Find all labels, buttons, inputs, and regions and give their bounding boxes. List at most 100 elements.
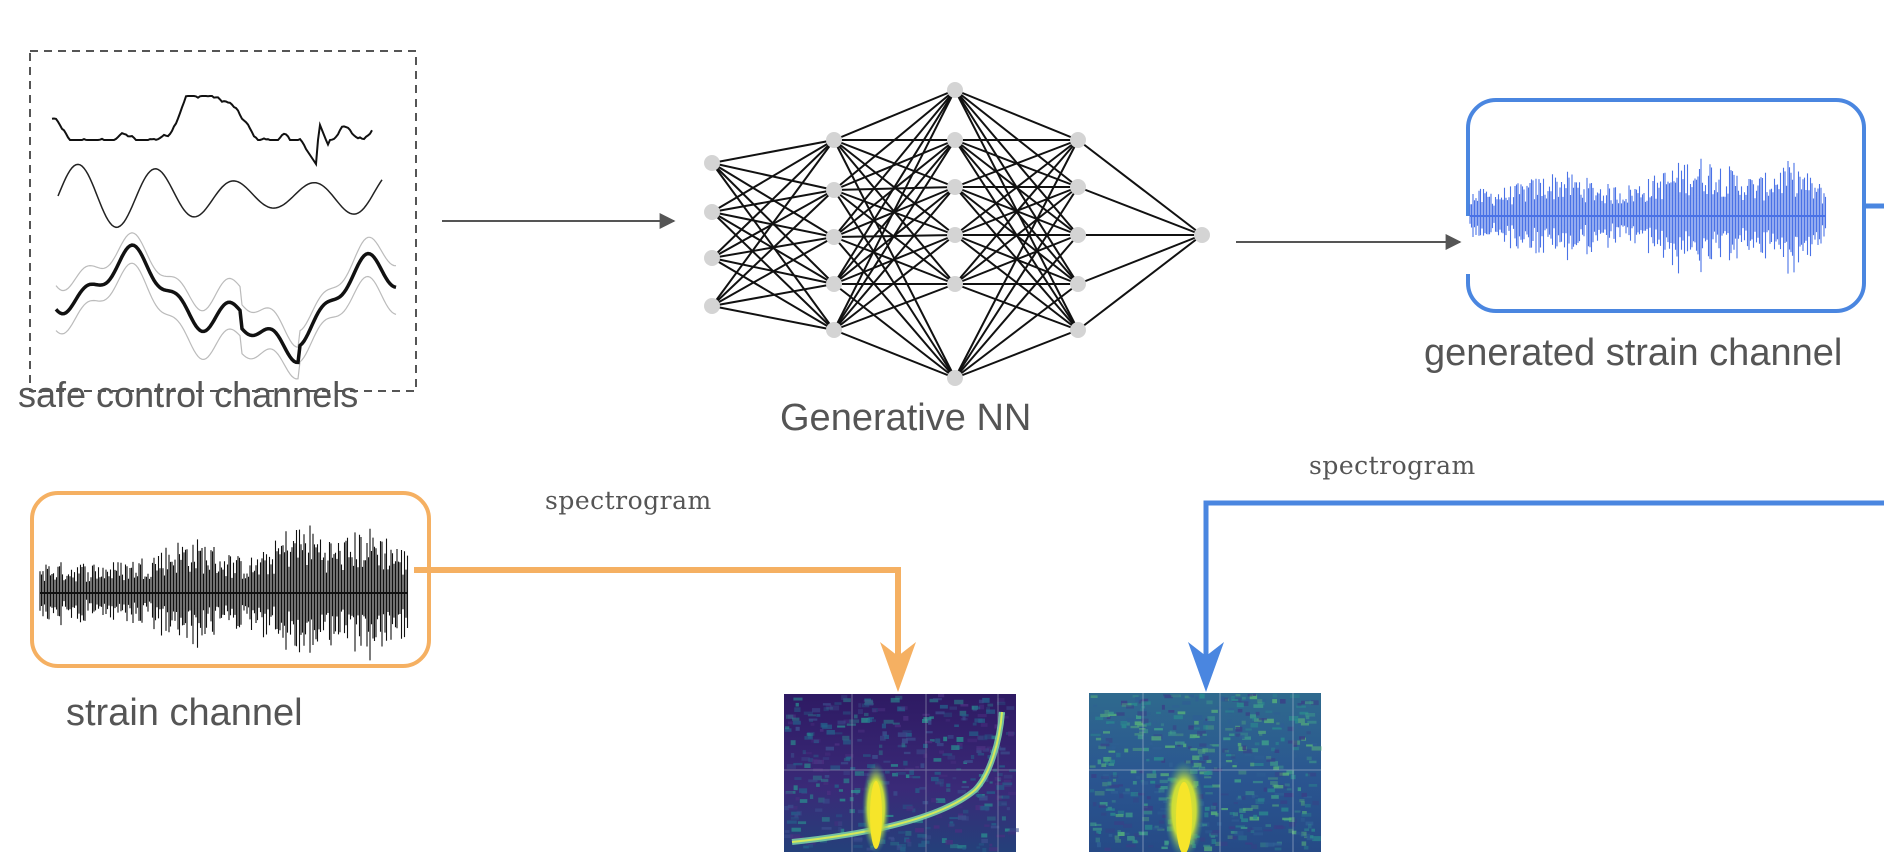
spectrogram-pixel [1276, 722, 1280, 725]
nn-node [1070, 276, 1086, 292]
spectrogram-pixel [924, 740, 933, 744]
spectrogram-pixel [1253, 832, 1263, 836]
spectrogram-pixel [977, 736, 984, 740]
spectrogram-pixel [1095, 716, 1104, 721]
spectrogram-pixel [939, 774, 948, 777]
spectrogram-pixel [794, 707, 801, 712]
spectrogram-pixel [1119, 793, 1124, 799]
spectrogram-pixel [851, 790, 861, 794]
spectrogram-pixel [1208, 806, 1215, 810]
spectrogram-pixel [1303, 796, 1312, 799]
spectrogram-pixel [1225, 760, 1233, 763]
spectrogram-pixel [1163, 693, 1170, 697]
spectrogram-pixel [1305, 715, 1310, 720]
spectrogram-pixel [955, 829, 963, 833]
spectrogram-pixel [1274, 792, 1285, 796]
spectrogram-pixel [1233, 802, 1238, 805]
spectrogram-pixel [1288, 716, 1299, 721]
nn-edge [833, 139, 956, 331]
spectrogram-pixel [1263, 829, 1273, 832]
spectrogram-pixel [1236, 702, 1244, 708]
spectrogram-pixel [1146, 712, 1151, 715]
spectrogram-pixel [809, 794, 814, 799]
nn-node [947, 370, 963, 386]
nn-edge [833, 329, 956, 379]
spectrogram-pixel [846, 723, 856, 726]
spectrogram-pixel [915, 827, 924, 833]
spectrogram-pixel [1251, 844, 1257, 849]
spectrogram-pixel [816, 714, 821, 717]
spectrogram-pixel [1205, 725, 1214, 730]
spectrogram-pixel [1259, 733, 1263, 736]
spectrogram-pixel [793, 697, 803, 701]
spectrogram-pixel [1266, 756, 1272, 760]
spectrogram-pixel [1238, 835, 1247, 841]
nn-edge [1077, 186, 1203, 236]
spectrogram-pixel [1204, 806, 1210, 811]
spectrogram-pixel [1146, 796, 1151, 800]
spectrogram-pixel [1286, 770, 1295, 775]
spectrogram-pixel [805, 841, 816, 846]
spectrogram-pixel [1237, 795, 1241, 799]
spectrogram-pixel [1128, 702, 1138, 706]
spectrogram-pixel [1124, 748, 1129, 753]
spectrogram-pixel [1108, 750, 1116, 753]
spectrogram-pixel [854, 771, 864, 776]
spectrogram-pixel [803, 752, 812, 755]
spectrogram-pixel [1200, 822, 1210, 827]
spectrogram-pixel [997, 698, 1005, 703]
spectrogram-pixel [938, 694, 945, 698]
spectrogram-pixel [1120, 832, 1130, 836]
spectrogram-pixel [1161, 758, 1166, 763]
spectrogram-pixel [1135, 697, 1140, 702]
spectrogram-pixel [902, 730, 912, 733]
spectrogram-pixel [836, 814, 843, 818]
spectrogram-pixel [980, 723, 988, 727]
spectrogram-pixel [820, 769, 830, 773]
spectrogram-pixel [1240, 826, 1248, 829]
spectrogram-pixel [1312, 800, 1319, 806]
nn-edge [711, 283, 835, 307]
spectrogram-pixel [842, 711, 851, 715]
spectrogram-pixel [882, 731, 887, 736]
spectrogram-pixel [1173, 715, 1183, 720]
spectrogram-pixel [1092, 827, 1102, 831]
spectrogram-pixel [1203, 772, 1209, 776]
spectrogram-pixel [1122, 791, 1130, 795]
spectrogram-pixel [1212, 802, 1218, 806]
spectrogram-pixel [1154, 791, 1161, 794]
spectrogram-pixel [1133, 833, 1141, 837]
spectrogram-pixel [920, 763, 925, 768]
spectrogram-pixel [792, 720, 801, 725]
spectrogram-pixel [1311, 743, 1318, 748]
spectrogram-pixel [1195, 696, 1199, 702]
spectrogram-pixel [826, 706, 833, 710]
spectrogram-pixel [1109, 746, 1115, 750]
spectrogram-real-chirp-core [791, 711, 1003, 843]
spectrogram-pixel [1125, 812, 1133, 818]
nn-edge [954, 186, 1079, 379]
nn-node [826, 182, 842, 198]
spectrogram-pixel [890, 838, 895, 842]
spectrogram-pixel [849, 719, 860, 723]
spectrogram-pixel [1003, 779, 1012, 783]
spectrogram-pixel [1161, 846, 1168, 850]
nn-edge [711, 139, 835, 259]
spectrogram-pixel [1107, 781, 1112, 786]
spectrogram-pixel [994, 782, 1003, 786]
spectrogram-pixel [1092, 802, 1097, 807]
spectrogram-pixel [1198, 754, 1203, 758]
spectrogram-pixel [884, 734, 889, 739]
spectrogram-pixel [842, 735, 850, 741]
spectrogram-pixel [1188, 694, 1194, 698]
spectrogram-pixel [941, 838, 947, 843]
spectrogram-pixel [812, 775, 822, 781]
spectrogram-pixel [1221, 808, 1228, 811]
spectrogram-pixel [931, 798, 938, 803]
spectrogram-pixel [905, 733, 912, 737]
spectrogram-pixel [804, 763, 811, 768]
spectrogram-pixel [1272, 727, 1282, 730]
nn-edge [954, 186, 1079, 285]
spectrogram-pixel [1171, 694, 1181, 698]
spectrogram-pixel [795, 726, 800, 731]
